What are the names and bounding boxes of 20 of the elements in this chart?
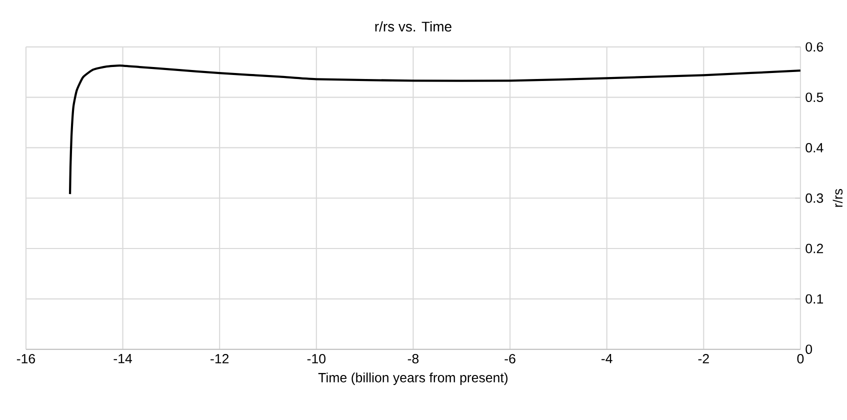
y-tick-label: 0.5 [806, 92, 824, 102]
y-axis-title: r/rs [832, 188, 843, 207]
x-tick-label: -6 [504, 354, 516, 364]
x-tick-label: -16 [16, 354, 35, 364]
x-tick-label: -4 [601, 354, 612, 364]
x-tick-label: -2 [698, 354, 709, 364]
x-tick-label: -8 [408, 354, 419, 364]
y-tick-label: 0.2 [806, 244, 823, 254]
x-axis-title: Time (billion years from present) [318, 372, 508, 385]
y-tick-label: 0.1 [806, 294, 824, 304]
y-tick-label: 0.6 [806, 42, 824, 52]
x-tick-label: -12 [210, 354, 229, 364]
y-tick-label: 0.3 [806, 193, 824, 203]
x-tick-label: -10 [307, 354, 326, 364]
x-tick-label: -14 [114, 354, 132, 364]
x-tick-label: 0 [797, 354, 804, 364]
y-tick-label: 0 [806, 344, 812, 354]
y-tick-label: 0.4 [806, 142, 824, 152]
chart-title: r/rs vs. Time [375, 21, 452, 32]
line-series [68, 64, 800, 196]
